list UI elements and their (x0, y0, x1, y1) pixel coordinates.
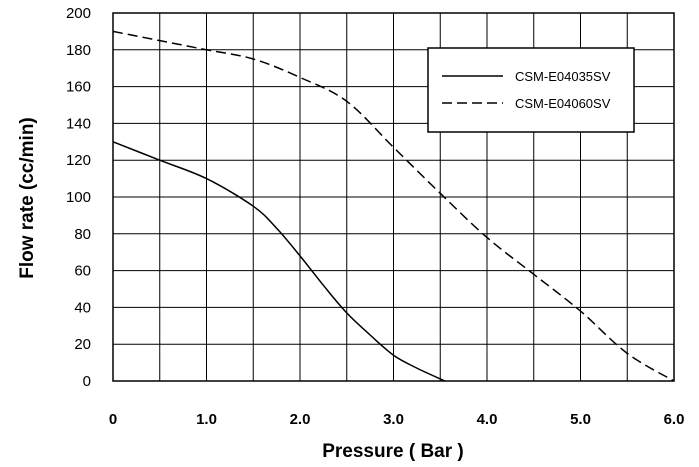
x-tick-label: 6.0 (664, 411, 685, 428)
y-tick-label: 200 (66, 5, 91, 22)
x-tick-label: 5.0 (570, 411, 591, 428)
y-tick-label: 160 (66, 79, 91, 96)
x-tick-label: 1.0 (196, 411, 217, 428)
legend-label: CSM-E04060SV (515, 96, 611, 111)
x-tick-label: 2.0 (290, 411, 311, 428)
x-tick-label: 4.0 (477, 411, 498, 428)
x-axis-title: Pressure ( Bar ) (322, 441, 464, 462)
series-line-0 (112, 141, 446, 382)
legend-box (427, 47, 635, 133)
legend-label: CSM-E04035SV (515, 69, 611, 84)
y-tick-label: 140 (66, 115, 91, 132)
series-line-1 (112, 30, 675, 382)
x-tick-labels: 0 1.0 2.0 3.0 4.0 5.0 6.0 (109, 411, 685, 428)
y-tick-label: 80 (74, 226, 91, 243)
x-tick-label: 0 (109, 411, 117, 428)
y-tick-label: 60 (74, 263, 91, 280)
y-tick-label: 100 (66, 189, 91, 206)
y-tick-label: 20 (74, 336, 91, 353)
x-tick-label: 3.0 (383, 411, 404, 428)
y-tick-label: 0 (83, 373, 91, 390)
y-tick-label: 180 (66, 42, 91, 59)
series-layer (112, 30, 675, 382)
legend: CSM-E04035SV CSM-E04060SV (427, 47, 635, 133)
y-axis-title: Flow rate (cc/min) (17, 117, 38, 279)
plot-border (112, 12, 675, 382)
plot-frame (112, 12, 675, 382)
y-tick-label: 120 (66, 152, 91, 169)
y-tick-label: 40 (74, 299, 91, 316)
y-tick-labels: 0 20 40 60 80 100 120 140 160 180 200 (66, 5, 91, 390)
